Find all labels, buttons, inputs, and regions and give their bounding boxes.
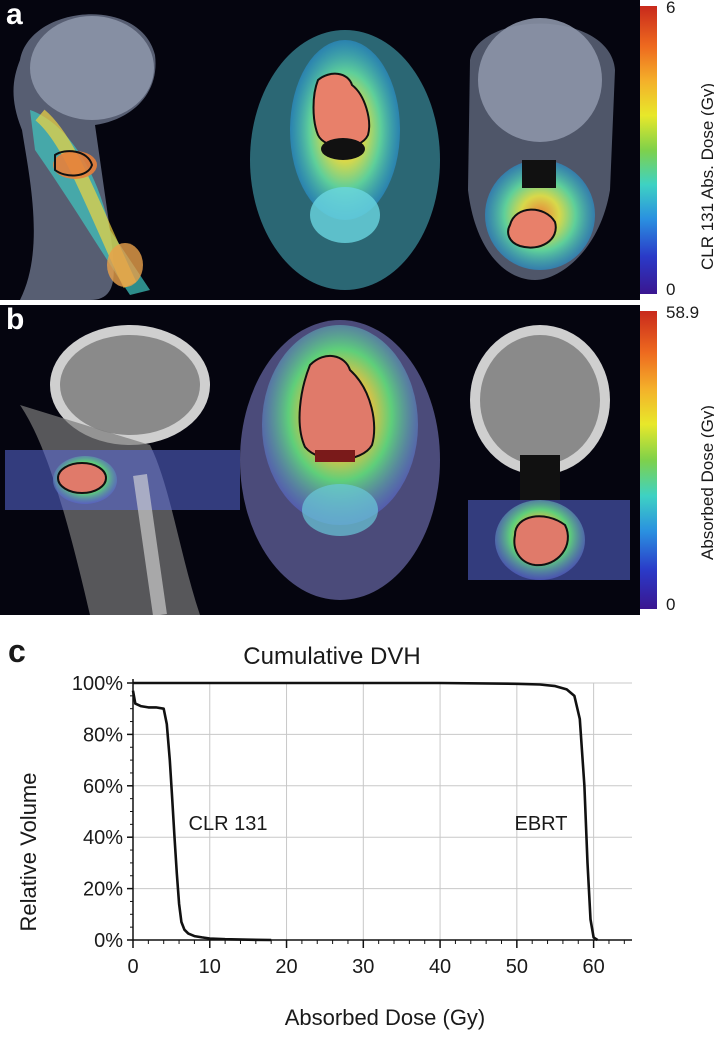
chart-series-labels: CLR 131 EBRT: [189, 813, 568, 835]
axial-view-a: [250, 30, 440, 290]
series-label-ebrt: EBRT: [515, 813, 568, 835]
colorbar-a-title: CLR 131 Abs. Dose (Gy): [698, 82, 714, 270]
x-axis-label: Absorbed Dose (Gy): [285, 1005, 486, 1030]
panel-c-label: c: [8, 633, 26, 669]
chart-title: Cumulative DVH: [243, 643, 420, 670]
colorbar-b-gradient: [640, 311, 657, 609]
panel-b-scans: [5, 320, 630, 615]
x-tick-label: 30: [352, 956, 374, 978]
coronal-view-a: [468, 18, 615, 280]
colorbar-a: 6 0 CLR 131 Abs. Dose (Gy): [640, 0, 714, 300]
sagittal-view-a: [13, 14, 156, 300]
series-label-clr-131: CLR 131: [189, 813, 268, 835]
chart-series: [131, 681, 599, 942]
panel-a-label: a: [6, 0, 23, 31]
y-tick-label: 60%: [83, 776, 123, 798]
chart-grid: [132, 682, 632, 941]
colorbar-b-min: 0: [666, 595, 676, 614]
x-tick-label: 60: [582, 956, 604, 978]
chart-axes: [132, 679, 632, 941]
colorbar-a-min: 0: [666, 280, 676, 299]
x-tick-label: 40: [429, 956, 451, 978]
x-tick-label: 20: [275, 956, 297, 978]
panel-a-image: a: [0, 0, 640, 300]
series-line-ebrt: [133, 681, 599, 942]
y-tick-label: 20%: [83, 879, 123, 901]
coronal-view-b: [468, 325, 630, 580]
axial-view-b: [240, 320, 440, 600]
y-tick-label: 40%: [83, 827, 123, 849]
panel-b-image: b: [0, 305, 640, 615]
colorbar-a-gradient: [640, 6, 657, 294]
y-axis-label: Relative Volume: [16, 773, 41, 932]
y-tick-label: 80%: [83, 724, 123, 746]
panel-b-label: b: [6, 305, 25, 336]
dvh-chart: c Cumulative DVH 0 10 20 30 40 50 60 0% 20% 40% 60…: [8, 633, 632, 1030]
y-tick-label: 0%: [94, 930, 123, 952]
panel-a-scans: [13, 14, 615, 300]
colorbar-b: 58.9 0 Absorbed Dose (Gy): [640, 303, 714, 615]
x-tick-label: 10: [199, 956, 221, 978]
x-tick-label: 0: [127, 956, 138, 978]
sagittal-view-b: [5, 325, 240, 615]
colorbar-b-max: 58.9: [666, 303, 700, 322]
series-line-clr-131: [131, 690, 272, 942]
y-tick-label: 100%: [72, 673, 123, 695]
chart-ticks: 0 10 20 30 40 50 60 0% 20% 40% 60% 80% 100%: [72, 673, 625, 978]
colorbar-b-title: Absorbed Dose (Gy): [698, 405, 714, 560]
x-tick-label: 50: [506, 956, 528, 978]
colorbar-a-max: 6: [666, 0, 676, 17]
